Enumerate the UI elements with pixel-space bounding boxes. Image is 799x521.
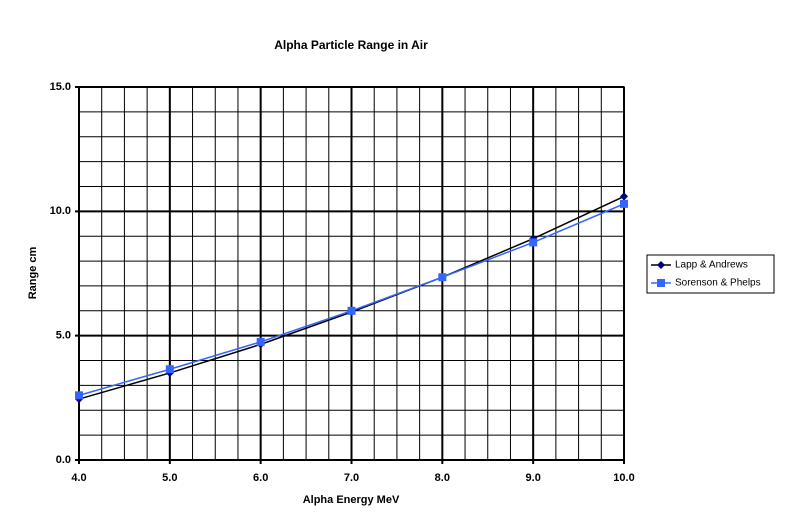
plot-frame — [78, 86, 625, 461]
marker — [347, 306, 356, 315]
x-tick-label: 6.0 — [253, 472, 268, 484]
y-axis-label: Range cm — [27, 246, 39, 299]
x-tick-label: 8.0 — [435, 472, 450, 484]
marker — [620, 192, 628, 201]
y-tick-label: 5.0 — [56, 330, 71, 342]
legend-label: Lapp & Andrews — [675, 260, 748, 271]
x-axis-label: Alpha Energy MeV — [303, 494, 400, 506]
marker — [529, 238, 538, 247]
y-tick-label: 10.0 — [50, 205, 71, 217]
marker — [657, 261, 665, 269]
x-tick-label: 5.0 — [162, 472, 177, 484]
marker — [620, 199, 628, 208]
legend-label: Sorenson & Phelps — [675, 278, 761, 289]
marker — [657, 279, 665, 287]
x-tick-label: 9.0 — [526, 472, 541, 484]
x-tick-label: 4.0 — [71, 472, 86, 484]
marker — [256, 337, 265, 346]
marker — [75, 391, 83, 400]
chart-title: Alpha Particle Range in Air — [274, 38, 428, 52]
y-tick-label: 0.0 — [56, 454, 71, 466]
legend-box — [646, 254, 775, 294]
y-tick-label: 15.0 — [50, 81, 71, 93]
x-tick-label: 10.0 — [613, 472, 634, 484]
marker — [165, 365, 174, 374]
marker — [438, 273, 447, 282]
x-tick-label: 7.0 — [344, 472, 359, 484]
